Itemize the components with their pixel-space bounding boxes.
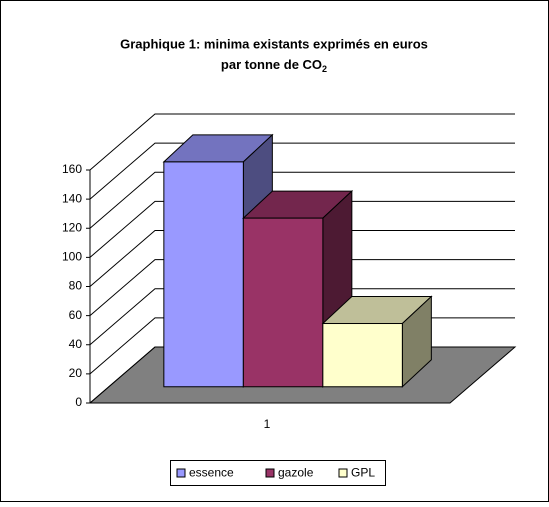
grid-line [89, 259, 515, 317]
y-tick-label: 60 [69, 308, 83, 322]
bar [242, 217, 324, 388]
legend-label: GPL [351, 466, 375, 480]
grid-line [89, 113, 515, 171]
y-tick-label: 20 [69, 366, 83, 380]
grid-line [89, 171, 515, 229]
y-tick-label: 100 [62, 250, 82, 264]
x-tick-label: 1 [264, 417, 271, 431]
chart-title-line2: par tonne de CO2 [221, 57, 327, 74]
bar [163, 161, 244, 388]
y-tick-label: 140 [62, 191, 82, 205]
legend-swatch [176, 468, 186, 478]
grid-line [89, 230, 515, 287]
chart-title: Graphique 1: minima existants exprimés e… [120, 36, 428, 51]
title-subscript: 2 [322, 64, 327, 74]
y-tick-label: 80 [69, 279, 83, 293]
y-tick-label: 40 [69, 337, 83, 351]
y-tick-label: 120 [62, 220, 82, 234]
grid-line [89, 142, 515, 200]
title-text: par tonne de CO [221, 57, 322, 72]
legend-label: gazole [278, 466, 314, 480]
legend-label: essence [189, 466, 234, 480]
bar [322, 323, 403, 388]
y-tick-label: 160 [62, 162, 82, 176]
legend-swatch [265, 468, 275, 478]
legend-swatch [338, 468, 348, 478]
grid-line [89, 288, 515, 346]
grid-line [89, 200, 515, 258]
y-tick-label: 0 [75, 395, 82, 409]
legend-box [170, 460, 386, 486]
